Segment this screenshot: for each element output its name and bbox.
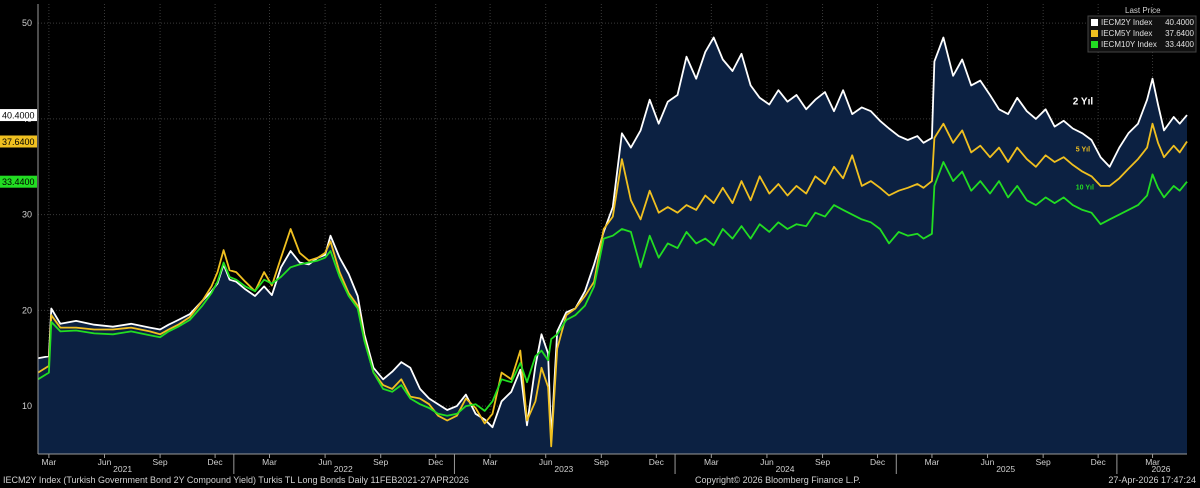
x-tick-label: Mar [483,457,498,467]
x-tick-label: Mar [262,457,277,467]
series-annotation: 10 Yıl [1076,185,1094,192]
x-tick-label: Mar [704,457,719,467]
legend-swatch [1091,41,1098,48]
x-tick-label: Dec [870,457,886,467]
year-label: 2026 [1152,464,1171,474]
x-tick-label: Mar [42,457,57,467]
x-tick-label: Jun [760,457,774,467]
y-tick-label: 10 [22,401,32,411]
timestamp-text: 27-Apr-2026 17:47:24 [1108,475,1196,485]
series-annotation: 2 Yıl [1073,97,1094,108]
series-line-2y [37,36,1188,441]
x-tick-label: Sep [153,457,168,467]
copyright-text: Copyright© 2026 Bloomberg Finance L.P. [695,475,861,485]
bond-yield-chart: 1020304050MarJunSepDecMarJunSepDecMarJun… [0,4,1197,474]
x-tick-label: Jun [981,457,995,467]
last-price-tag: 37.6400 [2,137,35,147]
legend-box [1087,15,1197,53]
series-line-5y [37,122,1188,448]
year-label: 2025 [996,464,1015,474]
legend-entry-value: 37.6400 [1165,29,1194,38]
legend-swatch [1091,19,1098,26]
legend-entry-name: IECM5Y Index [1101,29,1152,38]
year-label: 2021 [113,464,132,474]
legend-entry-name: IECM10Y Index [1101,40,1157,49]
year-label: 2022 [334,464,353,474]
series-line-10y [37,161,1188,417]
year-label: 2023 [554,464,573,474]
x-tick-label: Sep [1036,457,1051,467]
legend-entry-value: 40.4000 [1165,18,1194,27]
x-tick-label: Mar [925,457,940,467]
legend-entry-name: IECM2Y Index [1101,18,1152,27]
legend-entry-value: 33.4400 [1165,40,1194,49]
legend-swatch [1091,30,1098,37]
y-tick-label: 50 [22,18,32,28]
x-tick-label: Dec [428,457,444,467]
y-tick-label: 20 [22,305,32,315]
last-price-tag-bg [0,175,37,188]
y-tick-label: 30 [22,210,32,220]
chart-description: IECM2Y Index (Turkish Government Bond 2Y… [3,475,469,485]
chart-footer: IECM2Y Index (Turkish Government Bond 2Y… [0,474,1200,488]
x-tick-label: Sep [373,457,388,467]
x-tick-label: Mar [1145,457,1160,467]
x-tick-label: Jun [318,457,332,467]
series-area-fill [38,37,1187,454]
last-price-tag-bg [0,109,37,122]
x-tick-label: Dec [208,457,224,467]
x-tick-label: Sep [594,457,609,467]
last-price-tag: 33.4400 [2,177,35,187]
x-tick-label: Jun [539,457,553,467]
x-tick-label: Jun [98,457,112,467]
last-price-tag: 40.4000 [2,111,35,121]
x-tick-label: Sep [815,457,830,467]
series-annotation: 5 Yıl [1076,146,1090,153]
x-tick-label: Dec [1091,457,1107,467]
last-price-tag-bg [0,135,37,148]
legend-title: Last Price [1125,6,1161,15]
x-tick-label: Dec [649,457,665,467]
year-label: 2024 [776,464,795,474]
